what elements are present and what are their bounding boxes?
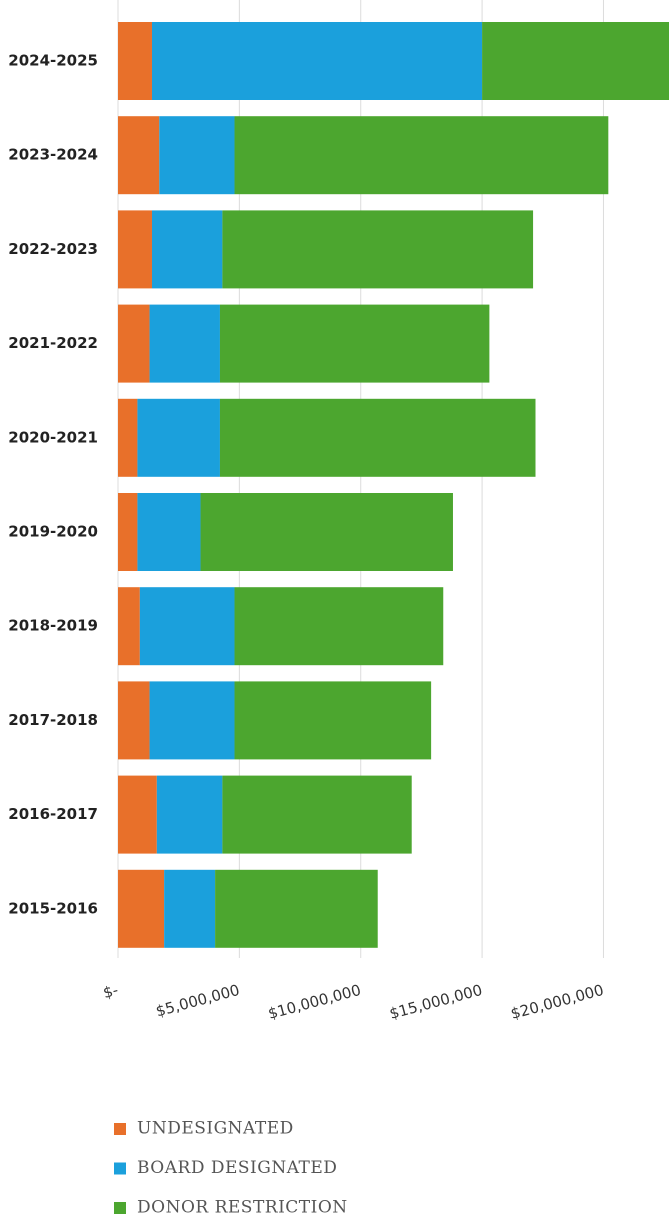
bar-segment [152,22,482,100]
y-tick-label: 2024-2025 [8,52,98,70]
bar-segment [118,493,137,571]
bar-segment [118,116,159,194]
y-tick-label: 2018-2019 [8,617,98,635]
bar-segment [220,305,489,383]
bar-segment [118,210,152,288]
bar-segment [215,870,378,948]
bar-segment [235,587,444,665]
legend-marker [114,1163,126,1175]
bar-segment [152,210,222,288]
legend-label: DONOR RESTRICTION [137,1198,348,1218]
y-tick-label: 2017-2018 [8,711,98,729]
bar-segment [222,776,411,854]
x-tick-label: $5,000,000 [154,981,242,1021]
bar-segment [137,493,200,571]
bar-segment [118,681,150,759]
y-tick-label: 2021-2022 [8,334,98,352]
bar-segment [118,776,157,854]
legend-label: BOARD DESIGNATED [137,1158,337,1178]
bar-segment [118,399,137,477]
bar-segment [235,116,609,194]
bar-segment [140,587,235,665]
bar-segment [150,681,235,759]
x-tick-label: $15,000,000 [387,981,484,1023]
bar-segment [137,399,220,477]
y-tick-label: 2019-2020 [8,523,98,541]
bar-segment [235,681,432,759]
chart: $- $5,000,000 $10,000,000 $15,000,000 $20,00… [0,0,669,1218]
bar-segment [159,116,234,194]
legend-marker [114,1123,126,1135]
bar-segment [118,22,152,100]
bar-segment [118,305,150,383]
bar-segment [118,587,140,665]
bar-segment [118,870,164,948]
bar-segment [164,870,215,948]
legend-label: UNDESIGNATED [137,1119,294,1139]
bar-segment [150,305,220,383]
bar-segment [220,399,536,477]
bar-segment [201,493,453,571]
y-tick-label: 2023-2024 [8,146,98,164]
bar-segment [482,22,669,100]
legend-marker [114,1202,126,1214]
x-tick-label: $10,000,000 [266,981,363,1023]
bar-segment [157,776,223,854]
y-tick-label: 2016-2017 [8,805,98,823]
x-tick-label: $- [101,981,120,1002]
y-tick-label: 2015-2016 [8,899,98,917]
x-tick-label: $20,000,000 [509,981,606,1023]
y-tick-label: 2020-2021 [8,428,98,446]
bar-segment [222,210,533,288]
y-tick-label: 2022-2023 [8,240,98,258]
